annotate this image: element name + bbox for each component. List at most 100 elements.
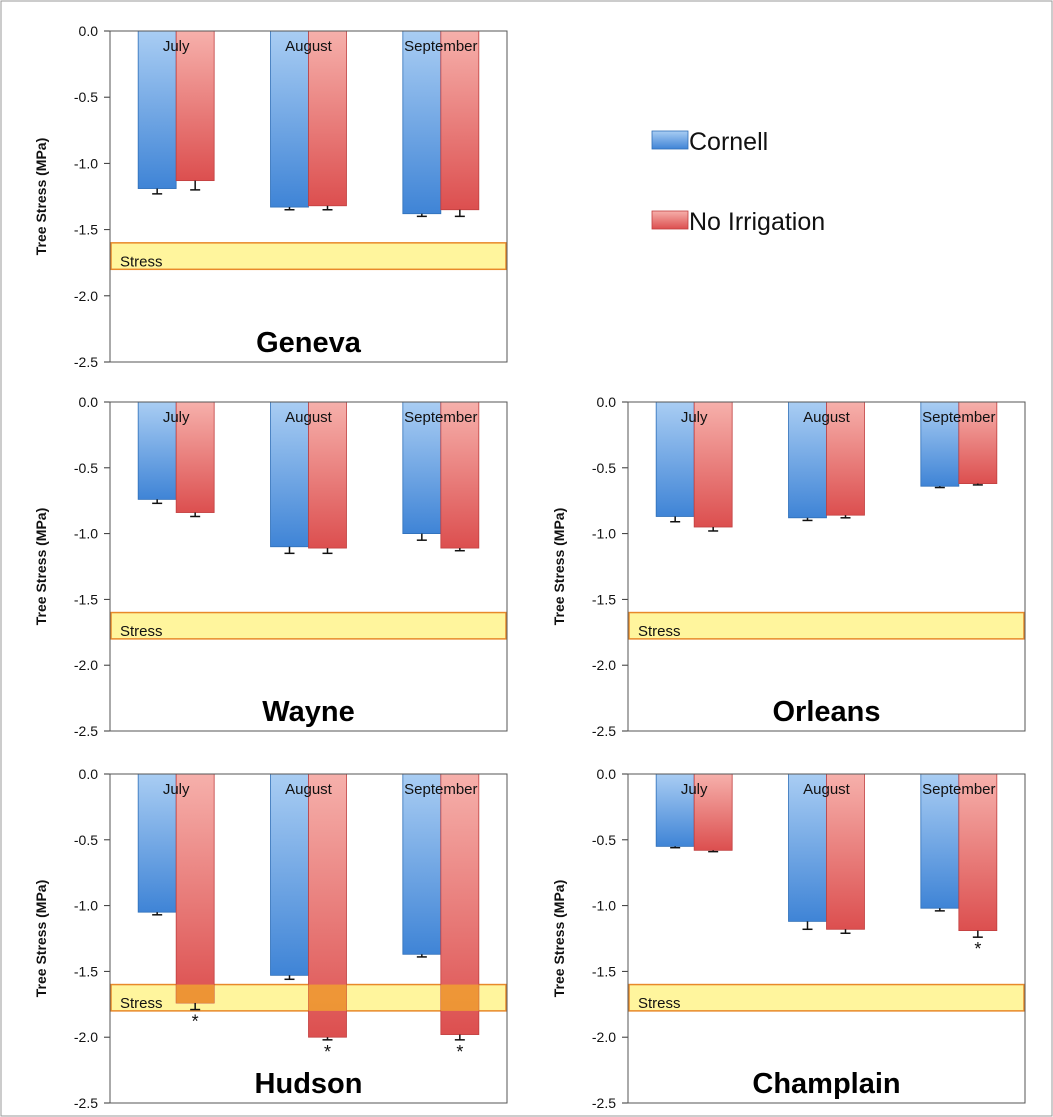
legend-item: No Irrigation (651, 208, 825, 236)
chart-panels: 0.0 -0.5 -1.0 -1.5 -2.0 -2.5 Tree Stress (MPa)… (33, 23, 1026, 1111)
y-tick-label: -0.5 (74, 460, 98, 476)
y-axis-label: Tree Stress (MPa) (551, 880, 567, 998)
category-label: August (803, 781, 851, 798)
bar-cornell (270, 401, 309, 548)
y-tick-label: -2.5 (74, 723, 98, 739)
y-tick-label: -1.0 (74, 526, 98, 542)
stress-band-label: Stress (638, 623, 681, 640)
y-tick-label: -0.5 (592, 832, 616, 848)
bar-cornell (402, 773, 442, 955)
bar-no-irrigation (826, 773, 865, 930)
plot-frame (627, 773, 1026, 1104)
y-tick-label: -2.0 (592, 657, 616, 673)
category-label: September (922, 409, 995, 426)
bar-stress-overlap (176, 984, 215, 1003)
plot-frame (627, 401, 1026, 732)
y-tick-label: -1.0 (74, 155, 98, 171)
y-tick-label: 0.0 (79, 23, 99, 39)
bar-cornell (137, 773, 177, 913)
plot-frame (109, 30, 508, 363)
y-tick-label: -1.5 (74, 963, 98, 979)
bar-cornell (270, 773, 309, 976)
category-label: August (285, 781, 333, 798)
stress-band-label: Stress (120, 253, 163, 270)
bar-no-irrigation (175, 30, 215, 182)
bar-no-irrigation (958, 773, 998, 932)
y-tick-label: -2.0 (74, 1029, 98, 1045)
legend-label: No Irrigation (689, 208, 825, 236)
category-label: July (163, 781, 190, 798)
bar-cornell (402, 30, 442, 215)
bar-stress-overlap (308, 984, 347, 1011)
category-label: August (285, 409, 333, 426)
y-tick-label: -0.5 (592, 460, 616, 476)
stress-band (110, 242, 507, 271)
y-tick-label: -1.5 (74, 222, 98, 238)
significance-marker: * (324, 1042, 331, 1062)
y-tick-label: -2.0 (74, 657, 98, 673)
y-tick-label: -1.0 (74, 898, 98, 914)
y-tick-label: 0.0 (597, 766, 617, 782)
bar-cornell (137, 30, 177, 189)
bar-cornell (655, 773, 695, 847)
category-label: July (163, 409, 190, 426)
bar-no-irrigation (958, 401, 998, 484)
bar-cornell (920, 773, 960, 909)
chart-panel-champlain: 0.0 -0.5 -1.0 -1.5 -2.0 -2.5 Tree Stress (MPa)… (551, 766, 1026, 1111)
legend-swatch (651, 210, 689, 230)
y-tick-label: -2.5 (74, 354, 98, 370)
y-tick-label: 0.0 (79, 394, 99, 410)
panel-title: Champlain (752, 1068, 900, 1100)
stress-band (110, 611, 507, 640)
legend-item: Cornell (651, 128, 768, 156)
significance-marker: * (456, 1042, 463, 1062)
category-label: August (285, 38, 333, 55)
bar-no-irrigation (440, 30, 480, 211)
y-tick-label: -1.5 (592, 963, 616, 979)
category-label: July (681, 781, 708, 798)
bar-cornell (137, 401, 177, 500)
y-tick-label: -1.0 (592, 898, 616, 914)
legend: Cornell No Irrigation (651, 128, 825, 236)
y-axis-label: Tree Stress (MPa) (551, 508, 567, 626)
chart-panel-orleans: 0.0 -0.5 -1.0 -1.5 -2.0 -2.5 Tree Stress (MPa)… (551, 394, 1026, 739)
panel-title: Wayne (262, 696, 354, 728)
y-tick-label: 0.0 (79, 766, 99, 782)
category-label: July (163, 38, 190, 55)
panel-title: Hudson (255, 1068, 363, 1100)
category-label: September (404, 38, 477, 55)
stress-band (628, 983, 1025, 1012)
significance-marker: * (192, 1012, 199, 1032)
bar-no-irrigation (308, 30, 347, 207)
y-tick-label: -1.5 (592, 591, 616, 607)
stress-band-label: Stress (638, 995, 681, 1012)
y-tick-label: -2.0 (592, 1029, 616, 1045)
legend-swatch (651, 130, 689, 150)
y-tick-label: -1.5 (74, 591, 98, 607)
bar-cornell (655, 401, 695, 517)
category-label: September (404, 781, 477, 798)
category-label: August (803, 409, 851, 426)
panel-title: Orleans (773, 696, 881, 728)
bar-cornell (270, 30, 309, 208)
bar-cornell (788, 773, 827, 922)
y-tick-label: -2.5 (592, 1095, 616, 1111)
category-label: September (922, 781, 995, 798)
y-tick-label: -0.5 (74, 832, 98, 848)
plot-frame (109, 401, 508, 732)
chart-panel-geneva: 0.0 -0.5 -1.0 -1.5 -2.0 -2.5 Tree Stress (MPa)… (33, 23, 508, 370)
stress-band (628, 611, 1025, 640)
bar-stress-overlap (440, 984, 479, 1011)
y-axis-label: Tree Stress (MPa) (33, 880, 49, 998)
bar-no-irrigation (175, 773, 215, 1004)
stress-band-label: Stress (120, 995, 163, 1012)
plot-frame (109, 773, 508, 1104)
y-axis-label: Tree Stress (MPa) (33, 508, 49, 626)
y-tick-label: -2.5 (592, 723, 616, 739)
chart-panel-hudson: 0.0 -0.5 -1.0 -1.5 -2.0 -2.5 Tree Stress (MPa)… (33, 766, 508, 1111)
significance-marker: * (974, 939, 981, 959)
y-tick-label: -2.0 (74, 288, 98, 304)
y-tick-label: -0.5 (74, 89, 98, 105)
chart-panel-wayne: 0.0 -0.5 -1.0 -1.5 -2.0 -2.5 Tree Stress (MPa)… (33, 394, 508, 739)
